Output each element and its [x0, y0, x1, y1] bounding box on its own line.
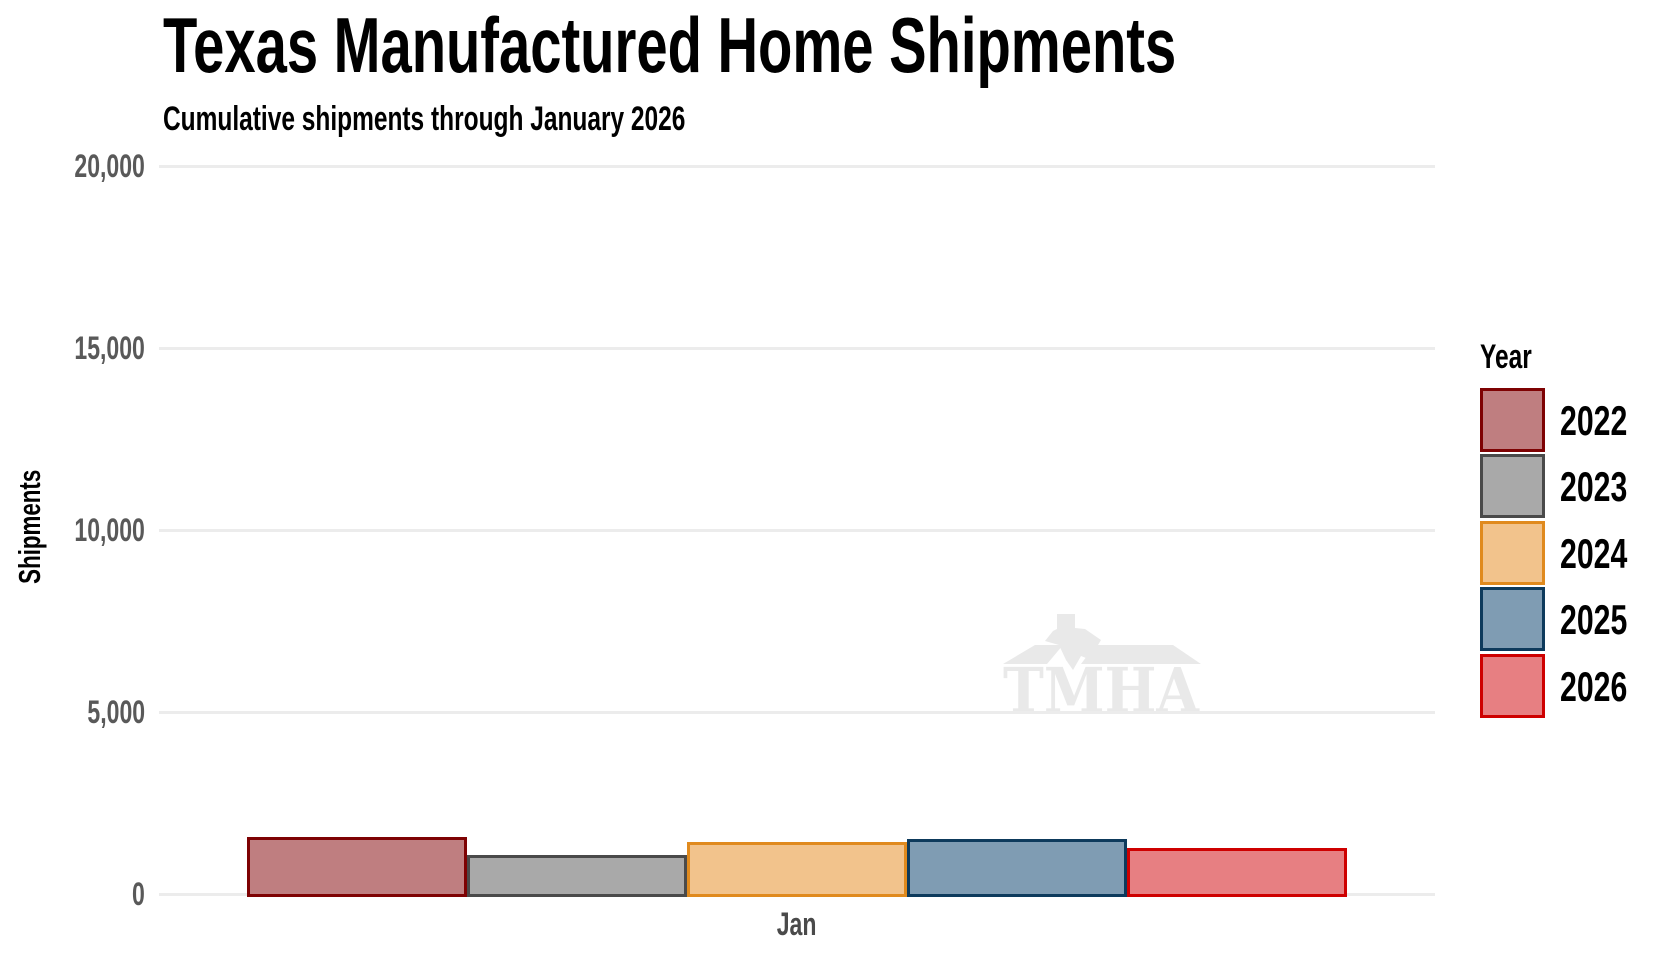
legend-label-2022: 2022: [1560, 400, 1653, 442]
ytick-5000-text: 5,000: [87, 694, 145, 730]
bar-2024-jan: [687, 842, 907, 897]
xtick-jan: Jan: [697, 906, 897, 943]
legend-swatch-2025: [1480, 587, 1545, 651]
watermark-roof-left: [1003, 645, 1063, 664]
legend-label-2025-text: 2025: [1560, 596, 1628, 643]
chart-subtitle: Cumulative shipments through January 202…: [163, 100, 889, 139]
xtick-jan-text: Jan: [777, 906, 817, 942]
ytick-15000-text: 15,000: [74, 330, 145, 366]
chart-title-text: Texas Manufactured Home Shipments: [163, 1, 1177, 89]
ytick-0: 0: [0, 875, 145, 913]
legend-swatch-2022: [1480, 388, 1545, 452]
chart-title: Texas Manufactured Home Shipments: [163, 6, 1570, 84]
ytick-20000-text: 20,000: [74, 148, 145, 184]
watermark-roof-right: [1081, 645, 1201, 664]
ytick-10000-text: 10,000: [74, 512, 145, 548]
chart-subtitle-text: Cumulative shipments through January 202…: [163, 100, 686, 138]
legend-title: Year: [1480, 338, 1552, 377]
ytick-5000: 5,000: [0, 693, 145, 731]
bar-2026-jan: [1127, 848, 1347, 897]
bar-2023-jan: [467, 855, 687, 897]
gridline-15000: [159, 347, 1435, 350]
tmha-watermark-graphic: TMHA: [1003, 614, 1201, 727]
gridline-10000: [159, 529, 1435, 532]
legend-swatch-2023: [1480, 454, 1545, 518]
watermark-text: TMHA: [1003, 654, 1200, 717]
ytick-20000: 20,000: [0, 147, 145, 185]
ytick-15000: 15,000: [0, 329, 145, 367]
legend-label-2023-text: 2023: [1560, 463, 1628, 510]
legend-label-2024-text: 2024: [1560, 530, 1628, 577]
watermark-texas-shape: [1045, 614, 1101, 670]
legend-swatch-2026: [1480, 654, 1545, 718]
legend-title-text: Year: [1480, 338, 1532, 376]
legend-swatch-2024: [1480, 521, 1545, 585]
tmha-watermark: TMHA: [995, 612, 1207, 727]
legend-label-2024: 2024: [1560, 533, 1653, 575]
ytick-0-text: 0: [132, 876, 145, 912]
y-axis-title-text: Shipments: [12, 469, 47, 585]
legend-label-2022-text: 2022: [1560, 397, 1628, 444]
ytick-10000: 10,000: [0, 511, 145, 549]
bar-2022-jan: [247, 837, 467, 897]
gridline-20000: [159, 165, 1435, 168]
legend-label-2026-text: 2026: [1560, 663, 1628, 710]
legend-label-2025: 2025: [1560, 599, 1653, 641]
legend-label-2023: 2023: [1560, 466, 1653, 508]
gridline-5000: [159, 711, 1435, 714]
legend-label-2026: 2026: [1560, 666, 1653, 708]
bar-2025-jan: [907, 839, 1127, 897]
y-axis-title: Shipments: [12, 427, 48, 627]
